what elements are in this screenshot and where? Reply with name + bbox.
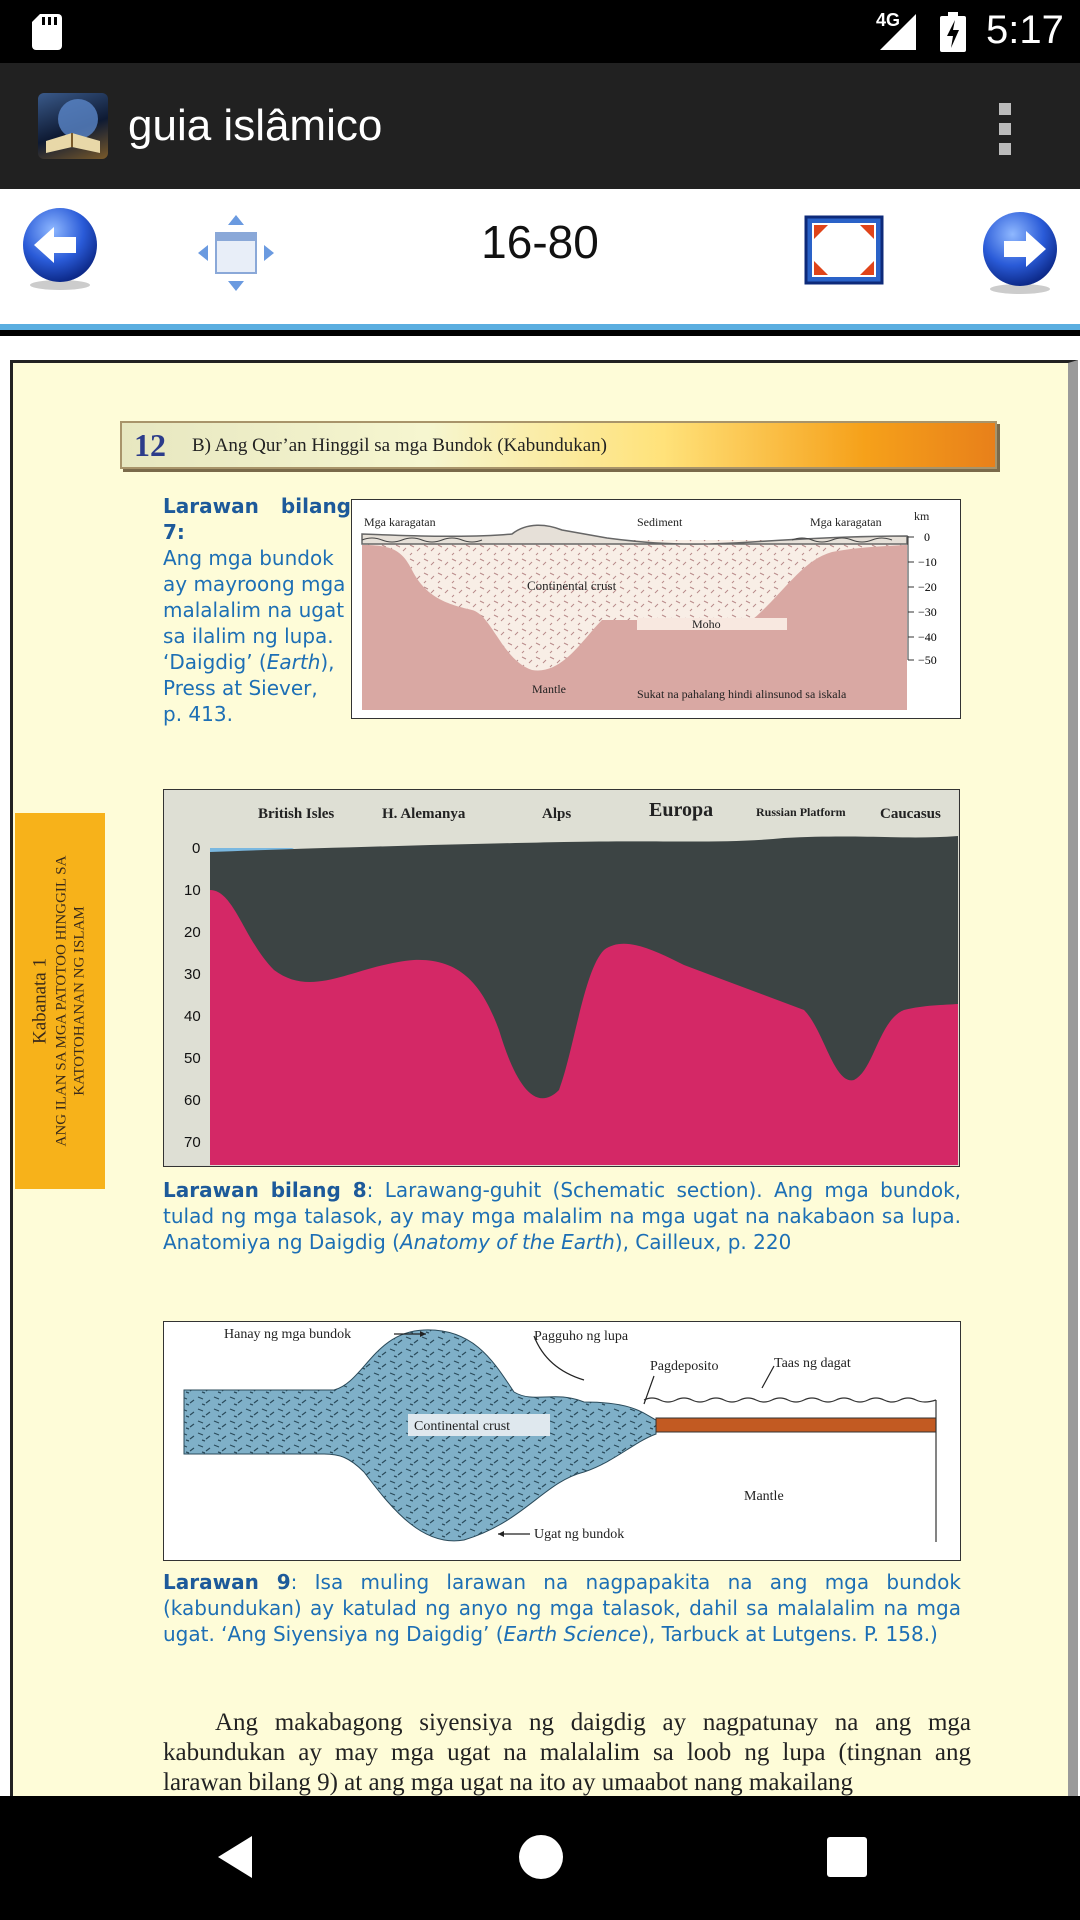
caption-italic: Earth Science <box>503 1622 642 1646</box>
label-deposition: Pagdeposito <box>650 1359 718 1374</box>
move-page-icon[interactable] <box>196 213 276 293</box>
depth-tick: −20 <box>918 580 937 594</box>
depth-tick: 30 <box>184 966 201 983</box>
chapter-label: Kabanata 1 <box>29 958 51 1044</box>
depth-axis: 0 −10 −20 −30 −40 −50 <box>907 530 937 667</box>
body-paragraph: Ang makabagong siyensiya ng daigdig ay n… <box>163 1709 971 1796</box>
next-page-button[interactable] <box>980 211 1060 295</box>
depth-tick: 40 <box>184 1008 201 1025</box>
region-label: Alps <box>542 806 571 822</box>
figure9-caption-label: Larawan 9 <box>163 1570 291 1594</box>
recents-icon[interactable] <box>822 1832 872 1882</box>
caption-italic: Earth <box>266 650 321 674</box>
region-label: H. Alemanya <box>382 806 466 822</box>
caption-line: p. 413. <box>163 702 233 726</box>
fullscreen-button[interactable] <box>804 215 884 285</box>
label-erosion: Pagguho ng lupa <box>534 1329 629 1344</box>
sd-card-icon <box>32 14 62 50</box>
caption-text: ), Tarbuck at Lutgens. P. 158.) <box>641 1622 938 1646</box>
label-sediment: Sediment <box>637 515 683 529</box>
depth-tick: 20 <box>184 924 201 941</box>
caption-italic: Anatomy of the Earth <box>399 1230 615 1254</box>
back-icon[interactable] <box>210 1832 260 1882</box>
label-mantle: Mantle <box>744 1489 784 1504</box>
region-label: Europa <box>649 799 713 821</box>
status-bar: 4G 5:17 <box>0 0 1080 63</box>
region-label: Caucasus <box>880 806 941 822</box>
label-root: Ugat ng bundok <box>534 1527 624 1542</box>
home-icon[interactable] <box>516 1832 566 1882</box>
section-title: B) Ang Qur’an Hinggil sa mga Bundok (Kab… <box>192 435 607 456</box>
caption-line: ay mayroong mga <box>163 572 346 596</box>
depth-tick: −10 <box>918 555 937 569</box>
figure8-caption-label: Larawan bilang 8 <box>163 1178 367 1202</box>
caption-text: : Isa muling larawan na nagpapakita na a… <box>163 1570 961 1646</box>
clock: 5:17 <box>986 8 1064 52</box>
depth-axis: 0 10 20 30 40 50 60 70 <box>184 840 201 1151</box>
depth-tick: 0 <box>924 530 930 544</box>
toolbar-divider <box>0 324 1080 330</box>
overflow-menu-icon[interactable] <box>990 99 1020 159</box>
depth-tick: 10 <box>184 882 201 899</box>
depth-tick: 70 <box>184 1134 201 1151</box>
document-viewer[interactable]: 12 B) Ang Qur’an Hinggil sa mga Bundok (… <box>0 336 1080 1796</box>
label-right-ocean: Mga karagatan <box>810 515 882 529</box>
label-crust: Continental crust <box>527 578 617 593</box>
chapter-title-line1: ANG ILAN SA MGA PATOTOO HINGGIL SA <box>53 855 70 1147</box>
book-page: 12 B) Ang Qur’an Hinggil sa mga Bundok (… <box>10 360 1078 1796</box>
depth-tick: 0 <box>192 840 200 857</box>
depth-tick: −30 <box>918 605 937 619</box>
app-logo-icon[interactable] <box>38 93 108 159</box>
label-sea-level: Taas ng dagat <box>774 1356 851 1371</box>
section-banner: 12 B) Ang Qur’an Hinggil sa mga Bundok (… <box>120 421 997 469</box>
label-scale-note: Sukat na pahalang hindi alinsunod sa isk… <box>637 687 847 701</box>
label-km: km <box>914 509 930 523</box>
figure8-diagram: British Isles H. Alemanya Alps Europa Ru… <box>163 789 960 1167</box>
system-nav-bar <box>0 1796 1080 1920</box>
figure7-diagram: Mga karagatan Sediment Mga karagatan km … <box>351 499 961 719</box>
depth-tick: −50 <box>918 653 937 667</box>
caption-line: malalalim na ugat <box>163 598 345 622</box>
region-label: British Isles <box>258 806 334 822</box>
depth-tick: −40 <box>918 630 937 644</box>
caption-line: Ang mga bundok <box>163 546 334 570</box>
previous-page-button[interactable] <box>20 207 100 291</box>
section-number: 12 <box>134 427 166 463</box>
caption-line: ‘Daigdig’ ( <box>163 650 267 674</box>
label-range: Hanay ng mga bundok <box>224 1327 351 1342</box>
depth-tick: 50 <box>184 1050 201 1067</box>
label-moho: Moho <box>692 617 721 631</box>
caption-text: ), Cailleux, p. 220 <box>614 1230 792 1254</box>
chapter-title-line2: KATOTOHANAN NG ISLAM <box>71 906 88 1096</box>
caption-line: sa ilalim ng lupa. <box>163 624 334 648</box>
network-type: 4G <box>876 10 901 30</box>
signal-icon <box>880 14 916 50</box>
label-crust: Continental crust <box>414 1419 510 1434</box>
figure9-diagram: Continental crust Hanay ng mga bundok Pa… <box>163 1321 961 1561</box>
caption-line: Press at Siever, <box>163 676 318 700</box>
battery-charging-icon <box>940 12 966 52</box>
region-label: Russian Platform <box>756 805 846 819</box>
label-mantle: Mantle <box>532 682 566 696</box>
page-indicator: 16-80 <box>481 216 599 268</box>
label-left-ocean: Mga karagatan <box>364 515 436 529</box>
caption-text: : Larawang-guhit (Schematic section). An… <box>163 1178 962 1254</box>
figure9-caption: Larawan 9: Isa muling larawan na nagpapa… <box>163 1569 961 1647</box>
chapter-side-tab: Kabanata 1 ANG ILAN SA MGA PATOTOO HINGG… <box>15 813 105 1189</box>
app-bar: guia islâmico <box>0 63 1080 189</box>
caption-line: ), <box>320 650 335 674</box>
figure7-caption-label: Larawan bilang 7: <box>163 494 351 544</box>
reader-toolbar: 16-80 <box>0 189 1080 330</box>
app-title: guia islâmico <box>128 101 383 150</box>
depth-tick: 60 <box>184 1092 201 1109</box>
figure7-caption: Larawan bilang 7: Ang mga bundok ay mayr… <box>163 493 351 727</box>
figure8-caption: Larawan bilang 8: Larawang-guhit (Schema… <box>163 1177 961 1255</box>
